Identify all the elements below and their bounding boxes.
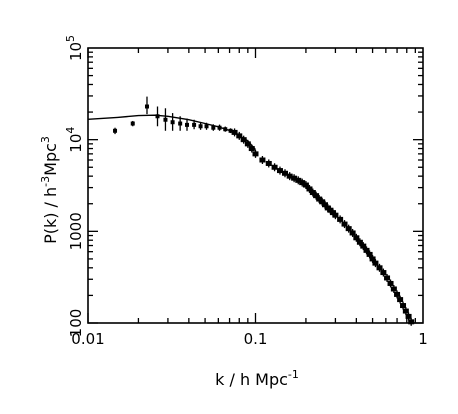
plot-frame <box>87 47 424 324</box>
data-point <box>244 141 251 147</box>
y-tick-label: 104 <box>64 127 85 153</box>
data-point <box>390 286 397 292</box>
data-point <box>332 212 339 218</box>
data-point <box>198 124 203 129</box>
data-point <box>291 175 298 181</box>
x-tick-label: 0.1 <box>244 330 268 348</box>
x-tick-labels: 0.01 0.1 1 <box>71 330 427 348</box>
data-point <box>356 239 363 245</box>
data-point <box>286 173 293 179</box>
data-point <box>313 193 320 199</box>
data-point <box>265 160 272 166</box>
data-point <box>281 170 288 176</box>
data-point <box>366 251 373 257</box>
data-point <box>402 308 409 314</box>
data-point <box>341 221 348 227</box>
data-point <box>353 235 360 241</box>
data-point <box>397 297 404 303</box>
data-point <box>170 120 175 125</box>
data-point <box>309 190 316 196</box>
data-point <box>319 199 326 205</box>
data-point <box>405 313 412 319</box>
axis-ticks <box>87 48 423 324</box>
data-point <box>259 157 266 163</box>
data-point <box>295 177 302 183</box>
data-point <box>363 247 370 253</box>
data-point <box>387 280 394 286</box>
data-point <box>248 146 255 152</box>
data-point <box>178 121 183 126</box>
data-point <box>369 256 376 262</box>
model-curve <box>87 114 257 151</box>
data-point <box>192 122 197 127</box>
data-point <box>329 210 336 216</box>
x-tick-label: 1 <box>418 330 428 348</box>
data-point <box>408 319 415 325</box>
data-point <box>144 104 149 109</box>
data-point <box>322 202 329 208</box>
y-tick-label-base: 100 <box>67 309 85 338</box>
data-marks <box>113 96 415 326</box>
data-point <box>384 275 391 281</box>
y-axis-label-unit: Mpc <box>41 143 60 176</box>
x-axis-label: k / h Mpc-1 <box>215 368 299 389</box>
data-point <box>345 226 352 232</box>
data-point <box>130 121 135 126</box>
y-tick-label-exp: 5 <box>64 35 77 42</box>
data-point <box>400 303 407 309</box>
data-point <box>316 196 323 202</box>
data-point <box>185 122 190 127</box>
data-point <box>372 260 379 266</box>
y-tick-label: 100 <box>67 309 85 338</box>
y-tick-label: 105 <box>64 35 85 61</box>
y-axis-label-sup-1: -3 <box>39 176 52 187</box>
data-point <box>211 125 216 130</box>
y-tick-label-exp: 4 <box>64 127 77 134</box>
data-point <box>276 168 283 174</box>
data-point <box>299 180 306 186</box>
data-point <box>380 270 387 276</box>
x-axis-label-sup: -1 <box>288 368 299 381</box>
y-tick-label: 1000 <box>67 212 85 250</box>
x-tick-label: 0.01 <box>71 330 104 348</box>
x-axis-label-text: k / h Mpc <box>215 370 288 389</box>
data-point <box>113 128 118 133</box>
y-tick-label-base: 10 <box>67 134 85 153</box>
data-point <box>337 216 344 222</box>
data-point <box>302 182 309 188</box>
y-axis-label-sup-2: 3 <box>39 136 52 143</box>
data-point <box>252 151 259 157</box>
data-point <box>204 124 209 129</box>
y-axis-label: P(k) / h-3Mpc3 <box>39 136 60 244</box>
data-point <box>155 114 160 119</box>
data-point <box>306 186 313 192</box>
y-tick-label-base: 10 <box>67 42 85 61</box>
y-tick-label-base: 1000 <box>67 212 85 250</box>
data-point <box>240 137 247 143</box>
data-point <box>271 164 278 170</box>
data-point <box>349 230 356 236</box>
y-axis-label-text: P(k) / h <box>41 187 60 244</box>
data-point <box>360 243 367 249</box>
data-point <box>376 265 383 271</box>
data-point <box>394 291 401 297</box>
data-point <box>163 117 168 122</box>
